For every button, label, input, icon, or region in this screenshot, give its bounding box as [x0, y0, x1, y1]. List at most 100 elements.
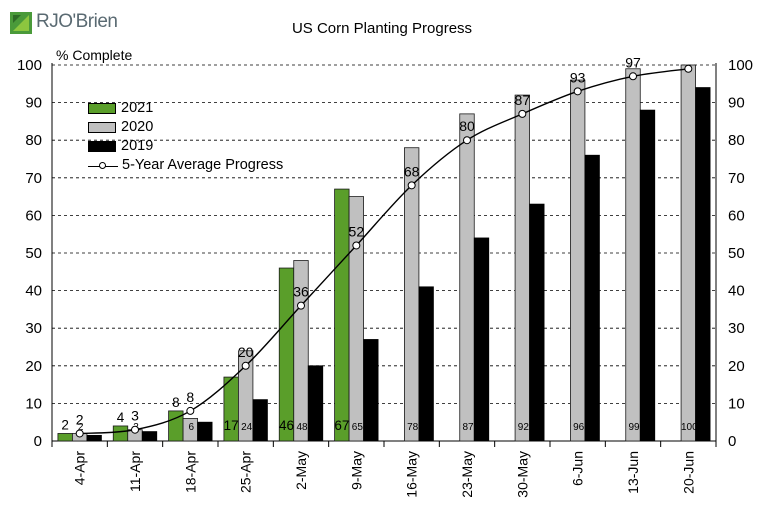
legend-label-2019: 2019	[121, 138, 154, 154]
avg-point	[241, 361, 250, 370]
bar-2019	[695, 87, 711, 442]
avg-point	[186, 406, 195, 415]
bar-label-2021: 4	[117, 410, 125, 425]
avg-point	[131, 425, 139, 434]
y-tick-label-left: 100	[17, 57, 42, 74]
bar-2020	[348, 196, 364, 442]
bar-2019	[307, 365, 324, 442]
bar-2021	[334, 188, 350, 442]
avg-label: 68	[404, 163, 420, 179]
bar-2020	[570, 79, 586, 442]
legend-swatch-2021	[88, 103, 116, 114]
y-tick-label-right: 70	[728, 170, 745, 187]
avg-label: 8	[186, 389, 194, 405]
bar-label-2020: 6	[189, 422, 195, 433]
y-tick-label-left: 30	[25, 320, 42, 337]
bar-2020	[238, 350, 254, 442]
bar-label-2021: 17	[224, 418, 239, 433]
x-tick-label: 4-Apr	[72, 451, 88, 486]
bar-2019	[584, 154, 600, 442]
x-tick-label: 20-Jun	[680, 451, 696, 494]
avg-point	[518, 109, 527, 118]
x-tick-label: 23-May	[459, 451, 475, 498]
bar-label-2020: 87	[462, 422, 474, 433]
avg-point	[463, 136, 471, 145]
y-tick-label-left: 90	[25, 95, 42, 112]
bar-label-2020: 48	[296, 422, 308, 433]
legend-swatch-2020	[88, 122, 116, 133]
x-tick-label: 18-Apr	[182, 451, 198, 493]
bar-2020	[459, 113, 475, 442]
bar-2019	[418, 286, 434, 442]
y-tick-label-left: 20	[25, 358, 42, 375]
avg-label: 80	[459, 118, 475, 134]
bar-label-2020: 99	[628, 422, 640, 433]
x-tick-label: 30-May	[514, 451, 530, 498]
bar-label-2021: 67	[334, 418, 349, 433]
y-tick-label-right: 40	[728, 283, 745, 300]
y-tick-label-left: 60	[25, 207, 42, 224]
avg-point	[629, 72, 637, 81]
chart-title: US Corn Planting Progress	[291, 20, 473, 37]
y-axis-title: % Complete	[56, 47, 133, 63]
legend-swatch-2019	[88, 141, 116, 152]
bar-2020	[680, 64, 696, 442]
avg-label: 20	[238, 344, 254, 360]
bar-2019	[252, 399, 268, 442]
avg-point	[75, 429, 84, 438]
bar-2019	[197, 421, 213, 442]
bar-label-2020: 24	[241, 422, 253, 433]
y-tick-label-left: 70	[25, 170, 42, 187]
y-tick-label-right: 20	[728, 358, 745, 375]
bar-label-2020: 65	[352, 422, 364, 433]
y-tick-label-right: 50	[728, 245, 745, 262]
y-tick-label-left: 40	[25, 283, 42, 300]
y-tick-label-right: 60	[728, 207, 745, 224]
avg-point	[407, 181, 416, 190]
bar-label-2020: 100	[681, 422, 698, 433]
legend-marker-avg	[99, 162, 106, 169]
bar-label-2020: 92	[518, 422, 530, 433]
x-tick-label: 11-Apr	[127, 451, 143, 492]
logo-text: RJO'Brien	[36, 11, 118, 32]
y-tick-label-right: 0	[728, 433, 736, 450]
bar-2021	[112, 425, 129, 442]
bar-2019	[86, 434, 102, 442]
avg-label: 87	[515, 92, 531, 108]
bar-2020	[514, 94, 530, 442]
x-tick-label: 25-Apr	[238, 451, 254, 493]
bar-label-2021: 46	[279, 418, 294, 433]
y-tick-label-right: 100	[728, 57, 753, 74]
bar-2020	[625, 68, 641, 442]
bar-2019	[639, 109, 656, 442]
bar-label-2020: 78	[407, 422, 419, 433]
avg-point	[573, 87, 582, 96]
avg-label: 97	[625, 54, 641, 70]
bar-label-2020: 96	[573, 422, 585, 433]
bar-2019	[473, 237, 490, 442]
avg-point	[684, 64, 693, 73]
bar-2021	[278, 267, 295, 442]
avg-label: 3	[131, 408, 139, 424]
avg-label: 36	[293, 284, 309, 300]
legend-label-2021: 2021	[121, 100, 154, 116]
avg-point	[352, 241, 361, 250]
bar-2019	[363, 339, 379, 442]
bar-2021	[57, 433, 73, 442]
y-tick-label-right: 80	[728, 132, 745, 149]
avg-point	[297, 301, 305, 310]
x-tick-label: 9-May	[348, 451, 364, 490]
y-tick-label-left: 50	[25, 245, 42, 262]
x-tick-label: 6-Jun	[570, 451, 586, 486]
avg-label: 93	[570, 69, 586, 85]
avg-label: 52	[349, 223, 365, 239]
y-tick-label-left: 80	[25, 132, 42, 149]
x-tick-label: 16-May	[404, 451, 420, 498]
bar-2019	[141, 431, 158, 442]
bar-label-2020: 2	[78, 422, 84, 433]
bar-2019	[529, 203, 545, 442]
legend-label-2020: 2020	[121, 119, 154, 135]
y-tick-label-right: 10	[728, 395, 745, 412]
brand-logo: RJO'Brien	[10, 8, 150, 38]
